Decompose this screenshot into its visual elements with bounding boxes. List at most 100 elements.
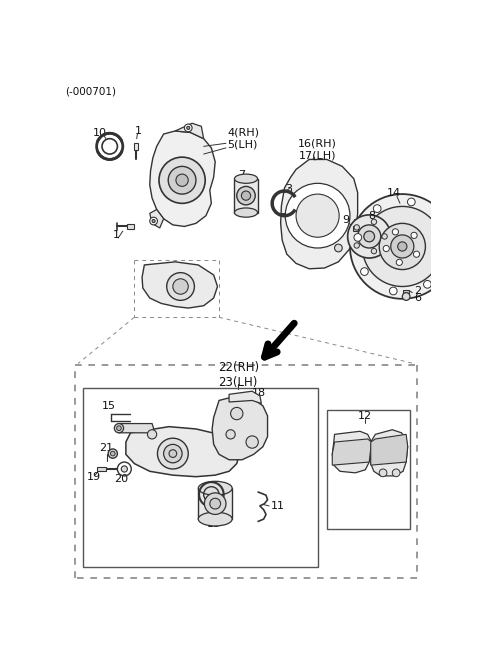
Circle shape — [436, 217, 444, 225]
Polygon shape — [332, 431, 372, 473]
Circle shape — [230, 407, 243, 420]
Circle shape — [408, 198, 415, 206]
Circle shape — [285, 183, 350, 248]
Text: 20: 20 — [114, 474, 128, 484]
Circle shape — [157, 438, 188, 469]
Text: 14: 14 — [387, 187, 401, 198]
Text: 6: 6 — [414, 293, 421, 303]
Text: 21: 21 — [99, 443, 113, 453]
Ellipse shape — [234, 174, 258, 183]
Circle shape — [443, 252, 451, 259]
Circle shape — [169, 450, 177, 457]
Text: 15: 15 — [102, 401, 116, 411]
Circle shape — [168, 166, 196, 194]
Circle shape — [379, 469, 387, 477]
Polygon shape — [212, 396, 267, 460]
Text: 18: 18 — [252, 388, 266, 398]
Polygon shape — [133, 143, 138, 150]
Polygon shape — [127, 224, 133, 229]
Circle shape — [147, 430, 156, 439]
Polygon shape — [281, 159, 358, 269]
Circle shape — [241, 191, 251, 200]
Text: 11: 11 — [271, 501, 285, 511]
Bar — [327, 409, 410, 529]
Circle shape — [360, 268, 368, 275]
Circle shape — [296, 194, 339, 237]
Polygon shape — [332, 439, 372, 465]
Circle shape — [392, 229, 398, 235]
Circle shape — [413, 251, 420, 257]
Circle shape — [354, 234, 361, 241]
Text: 16(RH)
17(LH): 16(RH) 17(LH) — [298, 139, 337, 160]
Polygon shape — [96, 468, 106, 472]
Circle shape — [173, 279, 188, 294]
Polygon shape — [371, 434, 408, 465]
Text: 22(RH)
23(LH): 22(RH) 23(LH) — [218, 361, 259, 389]
Circle shape — [210, 498, 221, 509]
Circle shape — [246, 436, 258, 448]
Circle shape — [396, 259, 402, 265]
Circle shape — [358, 225, 381, 248]
Circle shape — [121, 466, 127, 472]
Polygon shape — [234, 179, 258, 213]
Polygon shape — [117, 424, 154, 433]
Polygon shape — [403, 290, 409, 293]
Text: (-000701): (-000701) — [65, 86, 116, 96]
Circle shape — [398, 242, 407, 251]
Ellipse shape — [198, 512, 232, 526]
Text: 3: 3 — [285, 183, 292, 194]
Text: 1: 1 — [135, 126, 142, 136]
Circle shape — [335, 244, 342, 252]
Circle shape — [423, 280, 431, 288]
Circle shape — [389, 287, 397, 295]
Text: 8: 8 — [369, 211, 376, 221]
Circle shape — [354, 225, 360, 230]
Text: 1: 1 — [113, 230, 120, 240]
Circle shape — [371, 248, 377, 253]
Circle shape — [159, 157, 205, 203]
Circle shape — [108, 449, 118, 458]
Circle shape — [364, 231, 374, 242]
Circle shape — [114, 424, 123, 433]
Circle shape — [348, 215, 391, 258]
Ellipse shape — [234, 208, 258, 217]
Polygon shape — [142, 262, 217, 308]
Circle shape — [204, 493, 226, 514]
Polygon shape — [371, 430, 408, 476]
Text: 7: 7 — [239, 170, 246, 180]
Circle shape — [184, 124, 192, 132]
Text: 19: 19 — [86, 472, 101, 483]
Circle shape — [237, 187, 255, 205]
Circle shape — [391, 235, 414, 258]
Text: 2: 2 — [414, 286, 421, 296]
Circle shape — [411, 233, 417, 238]
Text: 10: 10 — [93, 128, 107, 138]
Circle shape — [379, 223, 425, 270]
Circle shape — [362, 206, 443, 286]
Ellipse shape — [198, 481, 232, 495]
Circle shape — [110, 451, 115, 456]
Circle shape — [150, 217, 157, 225]
Circle shape — [152, 219, 155, 223]
Circle shape — [371, 219, 377, 225]
Circle shape — [392, 469, 400, 477]
Circle shape — [373, 205, 381, 212]
Text: 9: 9 — [343, 214, 349, 225]
Circle shape — [164, 444, 182, 463]
Circle shape — [350, 194, 455, 299]
Circle shape — [226, 430, 235, 439]
Polygon shape — [175, 123, 204, 139]
Circle shape — [402, 293, 410, 301]
Polygon shape — [126, 426, 240, 477]
Circle shape — [382, 234, 387, 239]
Bar — [83, 388, 318, 567]
Text: 12: 12 — [358, 411, 372, 421]
Polygon shape — [150, 210, 164, 228]
Circle shape — [187, 126, 190, 130]
Polygon shape — [353, 227, 358, 231]
Polygon shape — [198, 488, 232, 519]
Text: 4(RH)
5(LH): 4(RH) 5(LH) — [228, 128, 260, 149]
Text: 13: 13 — [207, 519, 221, 529]
Circle shape — [117, 426, 121, 430]
Circle shape — [167, 272, 194, 301]
